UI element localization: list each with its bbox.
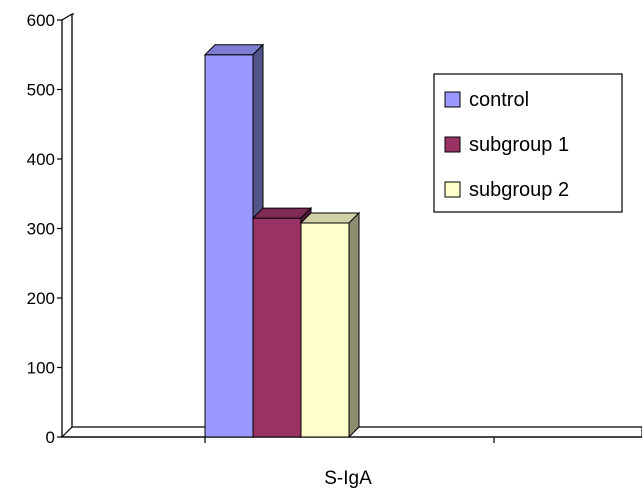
bar-side-face [348,211,360,439]
legend-label: control [469,89,529,111]
y-tick-label: 0 [46,428,55,447]
legend-label: subgroup 1 [469,134,569,156]
y-axis-depth-line [61,13,73,21]
bar-front-face [204,54,254,438]
bars [203,43,361,439]
y-tick-label: 100 [27,359,55,378]
legend-swatch [444,181,461,198]
y-tick-label: 300 [27,220,55,239]
legend-swatch [444,91,461,108]
legend-label: subgroup 2 [469,179,569,201]
bar-front-face [300,222,350,438]
back-wall-left-edge [71,13,74,427]
y-tick-label: 200 [27,289,55,308]
legend-box [433,73,623,213]
x-axis: S-IgA [62,436,642,489]
bar-front-face [252,217,302,438]
bar-subgroup-2 [299,211,361,439]
y-tick-label: 400 [27,150,55,169]
legend: control subgroup 1 subgroup 2 [433,73,623,213]
legend-swatch [444,136,461,153]
y-tick-label: 500 [27,81,55,100]
y-axis: 0 100 200 300 400 500 600 [27,11,73,447]
x-category-label: S-IgA [324,468,372,489]
y-tick-label: 600 [27,11,55,30]
